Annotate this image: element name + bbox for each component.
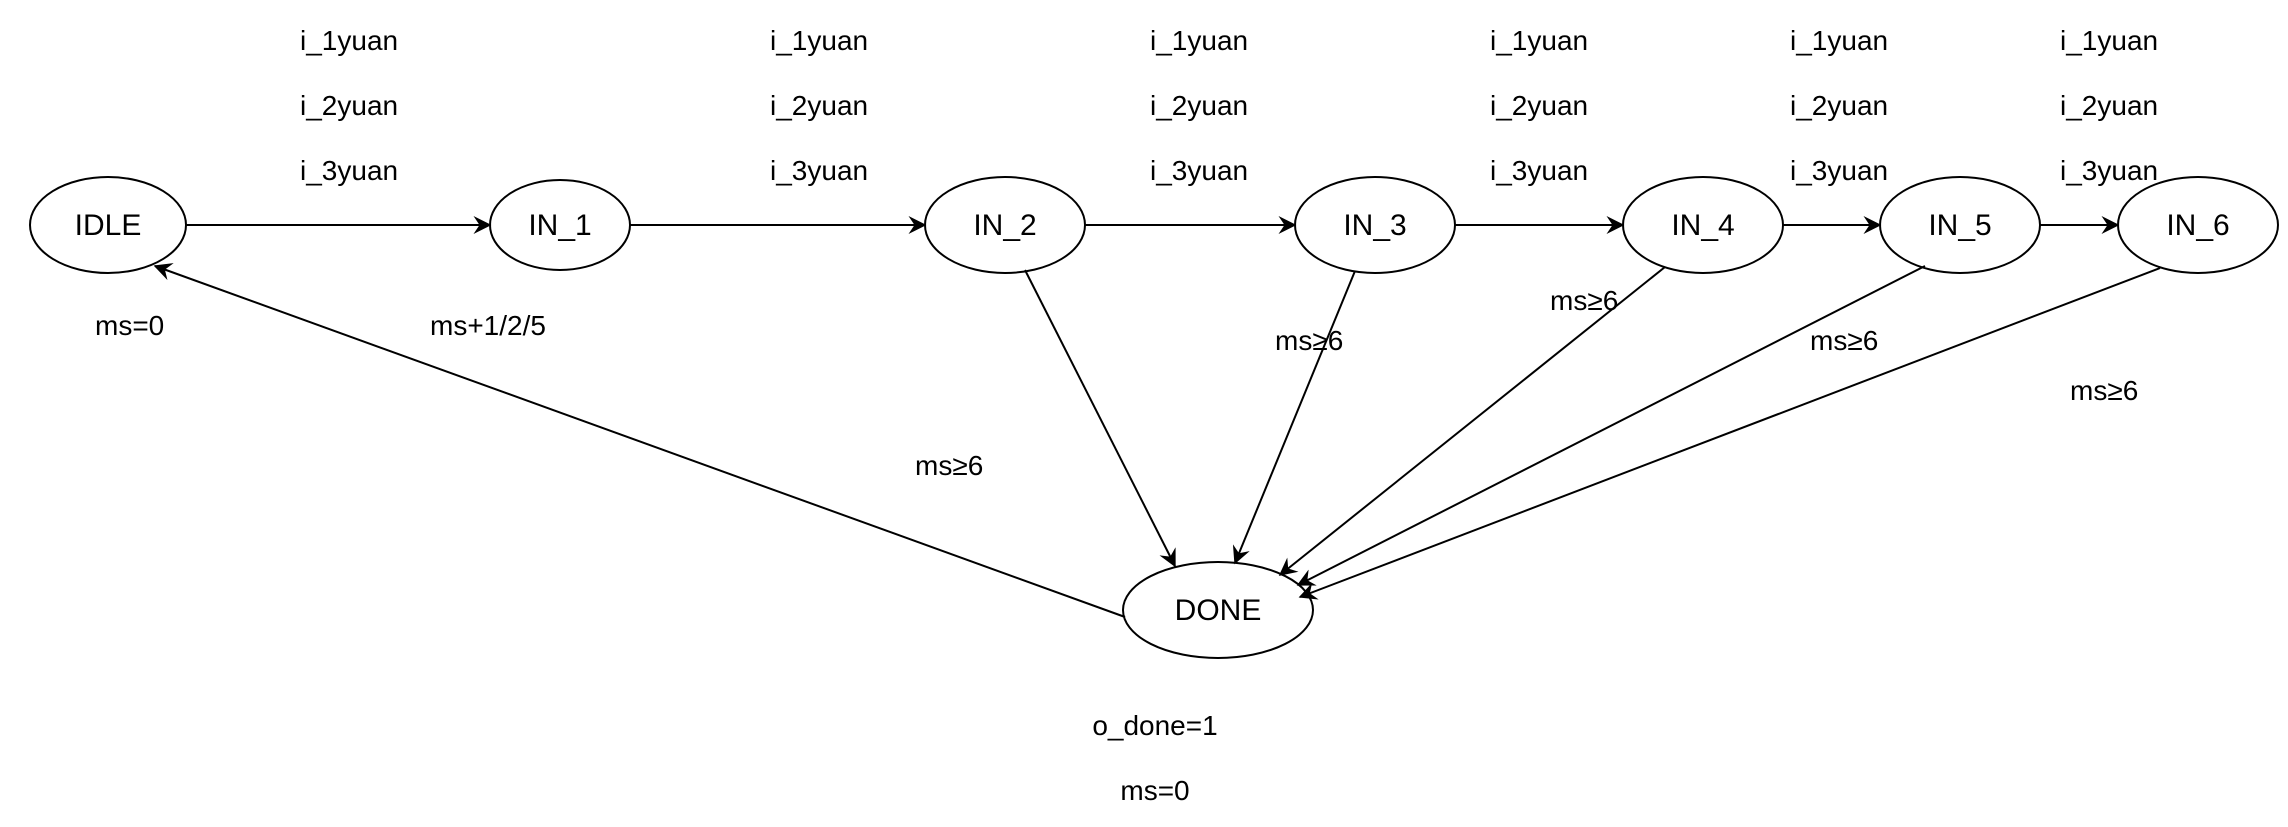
state-node-label: IN_6 bbox=[2166, 209, 2229, 242]
state-node-label: IN_1 bbox=[528, 209, 591, 242]
edge-label: i_1yuan bbox=[1490, 25, 1588, 56]
edge-e_in3_done: ms≥6 bbox=[1235, 271, 1355, 563]
state-node-in1: IN_1 bbox=[490, 180, 630, 270]
edge-label: i_3yuan bbox=[1150, 155, 1248, 186]
edge-e_in6_done: ms≥6 bbox=[1300, 268, 2160, 597]
edge-label: i_3yuan bbox=[770, 155, 868, 186]
edge-label: i_3yuan bbox=[1790, 155, 1888, 186]
state-node-idle: IDLE bbox=[30, 177, 186, 273]
edge-label: i_2yuan bbox=[300, 90, 398, 121]
edge-e_idle_in1: i_1yuan i_2yuan i_3yuan bbox=[186, 25, 490, 225]
state-node-label: IDLE bbox=[75, 209, 142, 242]
state-node-label: DONE bbox=[1175, 594, 1262, 627]
edge-label: i_2yuan bbox=[1790, 90, 1888, 121]
state-node-label: IN_3 bbox=[1343, 209, 1406, 242]
state-node-in3: IN_3 bbox=[1295, 177, 1455, 273]
edge-label: ms≥6 bbox=[1550, 285, 1618, 316]
edge-label: i_2yuan bbox=[770, 90, 868, 121]
edge-label: i_1yuan bbox=[770, 25, 868, 56]
edge-e_in3_in4: i_1yuan i_2yuan i_3yuan bbox=[1455, 25, 1623, 225]
annotations-layer: ms=0 ms+1/2/5 o_done=1 ms=0 bbox=[95, 310, 1218, 806]
edge-e_in2_in3: i_1yuan i_2yuan i_3yuan bbox=[1085, 25, 1295, 225]
edge-label: i_1yuan bbox=[1790, 25, 1888, 56]
state-node-in6: IN_6 bbox=[2118, 177, 2278, 273]
edge-e_done_idle bbox=[155, 266, 1125, 617]
edge-label: i_2yuan bbox=[1490, 90, 1588, 121]
edge-label: i_3yuan bbox=[1490, 155, 1588, 186]
edge-e_in4_in5: i_1yuan i_2yuan i_3yuan bbox=[1783, 25, 1888, 225]
annotation-a_odone: o_done=1 bbox=[1092, 710, 1217, 741]
edge-label: ms≥6 bbox=[915, 450, 983, 481]
edge-label: i_3yuan bbox=[300, 155, 398, 186]
edge-e_in2_done: ms≥6 bbox=[915, 270, 1175, 566]
state-node-in5: IN_5 bbox=[1880, 177, 2040, 273]
edge-label: i_1yuan bbox=[300, 25, 398, 56]
nodes-layer: IDLE IN_1 IN_2 IN_3 IN_4 IN_5 IN_6 DONE bbox=[30, 177, 2278, 658]
state-node-label: IN_4 bbox=[1671, 209, 1734, 242]
state-node-in4: IN_4 bbox=[1623, 177, 1783, 273]
state-diagram: i_1yuan i_2yuan i_3yuan i_1yuan i_2yuan i_3yu… bbox=[0, 0, 2288, 827]
edge-label: ms≥6 bbox=[1275, 325, 1343, 356]
edge-label: i_2yuan bbox=[2060, 90, 2158, 121]
state-node-label: IN_2 bbox=[973, 209, 1036, 242]
edge-e_in5_in6: i_1yuan i_2yuan i_3yuan bbox=[2040, 25, 2158, 225]
edge-label: ms≥6 bbox=[1810, 325, 1878, 356]
edge-label: i_1yuan bbox=[1150, 25, 1248, 56]
state-node-done: DONE bbox=[1123, 562, 1313, 658]
state-node-in2: IN_2 bbox=[925, 177, 1085, 273]
state-node-label: IN_5 bbox=[1928, 209, 1991, 242]
annotation-a_msplus: ms+1/2/5 bbox=[430, 310, 546, 341]
annotation-a_ms0: ms=0 bbox=[95, 310, 164, 341]
edge-label: i_1yuan bbox=[2060, 25, 2158, 56]
edge-label: ms≥6 bbox=[2070, 375, 2138, 406]
annotation-a_ms0b: ms=0 bbox=[1120, 775, 1189, 806]
edge-label: i_2yuan bbox=[1150, 90, 1248, 121]
edge-e_in1_in2: i_1yuan i_2yuan i_3yuan bbox=[630, 25, 925, 225]
edge-label: i_3yuan bbox=[2060, 155, 2158, 186]
